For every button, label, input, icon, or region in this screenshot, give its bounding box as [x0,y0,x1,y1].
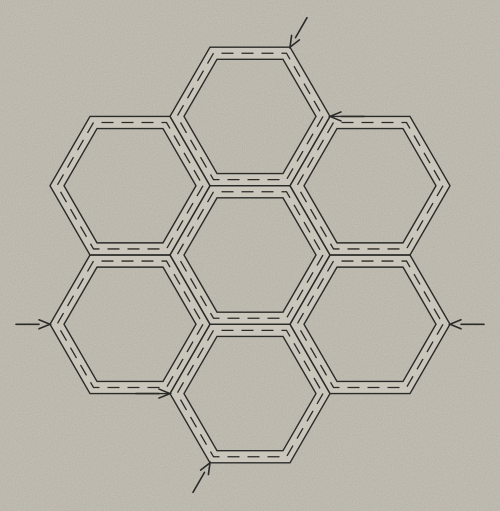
honeycomb-diagram [0,0,500,511]
paper-grain [0,0,500,511]
